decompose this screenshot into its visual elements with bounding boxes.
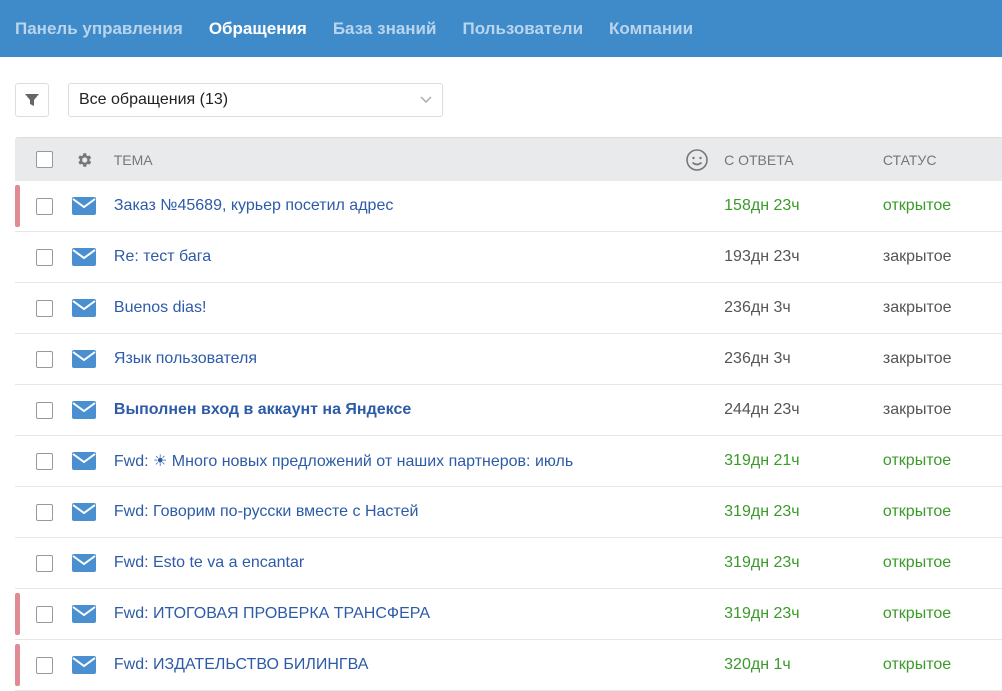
nav-item[interactable]: Обращения xyxy=(208,18,307,38)
nav-item[interactable]: База знаний xyxy=(332,18,437,38)
since-answer: 320дн 1ч xyxy=(724,656,791,673)
since-answer: 319дн 23ч xyxy=(724,554,800,571)
status-badge: закрытое xyxy=(882,350,952,367)
column-status[interactable]: СТАТУС xyxy=(882,151,937,168)
message-type xyxy=(71,452,96,470)
status-badge: открытое xyxy=(882,656,952,673)
since-answer: 319дн 21ч xyxy=(724,452,800,469)
priority-flag xyxy=(15,185,20,227)
envelope-icon xyxy=(71,401,96,419)
table-row[interactable]: Fwd: Говорим по-русски вместе с Настей 31… xyxy=(15,487,1002,538)
ticket-topic-link[interactable]: Fwd: Esto te va a encantar xyxy=(113,554,305,571)
status-badge: закрытое xyxy=(882,401,952,418)
ticket-topic-link[interactable]: Язык пользователя xyxy=(113,350,258,367)
smiley-icon xyxy=(685,148,708,171)
table-row[interactable]: Fwd: Esto te va a encantar 319дн 23ч откры… xyxy=(15,538,1002,589)
message-type xyxy=(71,299,96,317)
status-badge: открытое xyxy=(882,452,952,469)
top-nav: Панель управления Обращения База знаний Пол… xyxy=(0,0,1002,57)
envelope-icon xyxy=(71,656,96,674)
settings-button[interactable] xyxy=(72,151,96,169)
envelope-icon xyxy=(71,350,96,368)
priority-flag xyxy=(15,644,20,686)
table-row[interactable]: Выполнен вход в аккаунт на Яндексе 244дн … xyxy=(15,385,1002,436)
column-topic[interactable]: ТЕМА xyxy=(113,151,153,168)
gear-icon xyxy=(78,152,91,167)
status-badge: открытое xyxy=(882,605,952,622)
envelope-icon xyxy=(71,248,96,266)
row-checkbox[interactable] xyxy=(36,350,53,368)
row-checkbox[interactable] xyxy=(36,299,53,317)
table-row[interactable]: Язык пользователя 236дн 3ч закрытое xyxy=(15,334,1002,385)
ticket-topic-link[interactable]: Заказ №45689, курьер посетил адрес xyxy=(113,197,394,214)
satisfaction-column[interactable] xyxy=(670,148,725,172)
row-checkbox[interactable] xyxy=(36,656,53,674)
nav-item[interactable]: Компании xyxy=(609,18,694,38)
ticket-topic-link[interactable]: Fwd: Говорим по-русски вместе с Настей xyxy=(113,503,419,520)
table-row[interactable]: Fwd: ИТОГОВАЯ ПРОВЕРКА ТРАНСФЕРА 319дн 23… xyxy=(15,589,1002,640)
envelope-icon xyxy=(71,452,96,470)
since-answer: 244дн 23ч xyxy=(724,401,800,418)
envelope-icon xyxy=(71,299,96,317)
status-badge: открытое xyxy=(882,554,952,571)
filter-button[interactable] xyxy=(15,83,49,117)
table-row[interactable]: Fwd: ИЗДАТЕЛЬСТВО БИЛИНГВА 320дн 1ч открыт… xyxy=(15,640,1002,691)
message-type xyxy=(71,656,96,674)
chevron-down-icon xyxy=(420,96,432,104)
message-type xyxy=(71,554,96,572)
view-select-value: Все обращения (13) xyxy=(79,91,229,108)
since-answer: 193дн 23ч xyxy=(724,248,800,265)
status-badge: открытое xyxy=(882,197,952,214)
table-row[interactable]: Re: тест бага 193дн 23ч закрытое xyxy=(15,232,1002,283)
filter-icon xyxy=(25,94,39,106)
message-type xyxy=(71,197,96,215)
status-badge: открытое xyxy=(882,503,952,520)
row-checkbox[interactable] xyxy=(36,452,53,470)
since-answer: 319дн 23ч xyxy=(724,503,800,520)
message-type xyxy=(71,401,96,419)
message-type xyxy=(71,503,96,521)
tickets-table: ТЕМА С ОТВЕТА СТАТУС Заказ №45689, курье… xyxy=(15,137,1002,691)
column-since-answer[interactable]: С ОТВЕТА xyxy=(724,151,794,168)
envelope-icon xyxy=(71,197,96,215)
envelope-icon xyxy=(71,503,96,521)
ticket-topic-link[interactable]: Fwd: ИТОГОВАЯ ПРОВЕРКА ТРАНСФЕРА xyxy=(113,605,431,622)
ticket-topic-link[interactable]: Fwd: ИЗДАТЕЛЬСТВО БИЛИНГВА xyxy=(113,656,369,673)
row-checkbox[interactable] xyxy=(36,554,53,572)
row-checkbox[interactable] xyxy=(36,401,53,419)
row-checkbox[interactable] xyxy=(36,197,53,215)
table-header: ТЕМА С ОТВЕТА СТАТУС xyxy=(15,137,1002,181)
select-all-checkbox[interactable] xyxy=(36,151,53,168)
ticket-topic-link[interactable]: Выполнен вход в аккаунт на Яндексе xyxy=(113,401,412,418)
row-checkbox[interactable] xyxy=(36,248,53,266)
table-row[interactable]: Buenos dias! 236дн 3ч закрытое xyxy=(15,283,1002,334)
nav-item[interactable]: Пользователи xyxy=(462,18,584,38)
since-answer: 236дн 3ч xyxy=(724,350,791,367)
envelope-icon xyxy=(71,554,96,572)
row-checkbox[interactable] xyxy=(36,503,53,521)
table-row[interactable]: Заказ №45689, курьер посетил адрес 158дн … xyxy=(15,181,1002,232)
since-answer: 319дн 23ч xyxy=(724,605,800,622)
ticket-topic-link[interactable]: Buenos dias! xyxy=(113,299,207,316)
ticket-topic-link[interactable]: Re: тест бага xyxy=(113,248,212,265)
ticket-topic-link[interactable]: Fwd: ☀ Много новых предложений от наших … xyxy=(113,453,574,470)
status-badge: закрытое xyxy=(882,299,952,316)
row-checkbox[interactable] xyxy=(36,605,53,623)
message-type xyxy=(71,248,96,266)
view-select[interactable]: Все обращения (13) xyxy=(68,83,443,117)
status-badge: закрытое xyxy=(882,248,952,265)
table-row[interactable]: Fwd: ☀ Много новых предложений от наших … xyxy=(15,436,1002,487)
message-type xyxy=(71,350,96,368)
envelope-icon xyxy=(71,605,96,623)
since-answer: 158дн 23ч xyxy=(724,197,800,214)
priority-flag xyxy=(15,593,20,635)
since-answer: 236дн 3ч xyxy=(724,299,791,316)
nav-item[interactable]: Панель управления xyxy=(15,18,183,38)
message-type xyxy=(71,605,96,623)
